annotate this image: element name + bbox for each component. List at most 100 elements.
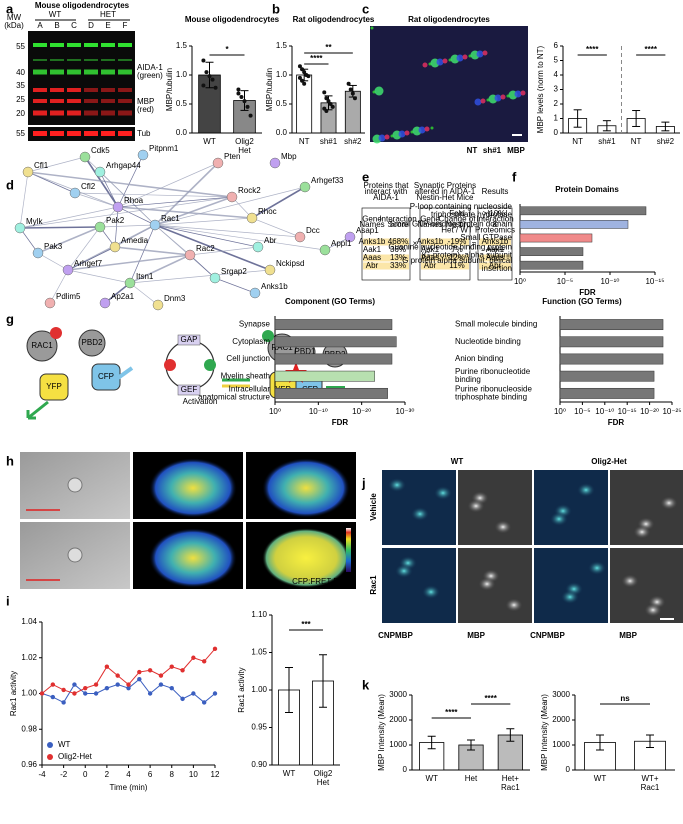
y-tick-label: 1.04 — [21, 617, 37, 626]
text-line: Het — [238, 146, 251, 155]
blot-band — [101, 131, 115, 136]
text-line: WT+ — [641, 774, 658, 783]
row-highlight — [479, 262, 511, 270]
data-point — [239, 95, 244, 100]
micrograph — [534, 470, 608, 545]
network-edge — [27, 156, 86, 173]
network-edge — [19, 206, 119, 229]
table-header: Interaction Score — [379, 214, 416, 229]
y-tick-label: Guanine nucleotide binding protein (G-pro… — [388, 243, 512, 260]
node-label: Rac2 — [196, 244, 215, 253]
network-edge — [67, 226, 101, 271]
text-line: Intracellular — [229, 385, 271, 394]
table-title: Results — [482, 187, 509, 196]
node-label: Srgap2 — [221, 267, 247, 276]
table-box — [361, 207, 411, 281]
data-point — [169, 685, 174, 691]
significance-label: **** — [310, 54, 323, 63]
x-tick-label: 10⁻¹⁵ — [618, 407, 637, 416]
x-tick-label: 10 — [189, 770, 198, 779]
bar — [519, 233, 593, 243]
lane-label: C — [71, 21, 77, 30]
text-line: Rac1 — [641, 783, 660, 792]
group-label: WT — [49, 10, 62, 19]
column-label: WT — [451, 457, 464, 466]
blot-title: Mouse oligodendrocytes — [35, 1, 130, 10]
data-point — [207, 74, 212, 79]
network-node — [246, 212, 258, 224]
mw-tick: 40 — [16, 68, 25, 77]
blot-band — [67, 99, 81, 103]
network-edge — [129, 269, 271, 284]
mw-tick: 35 — [16, 81, 25, 90]
bar — [274, 387, 388, 399]
image-title: Rat oligodendrocytes — [408, 15, 490, 24]
text-line: Proteins that — [364, 181, 410, 190]
blot-band — [50, 43, 64, 47]
bar — [274, 336, 397, 348]
blot-band — [118, 69, 132, 75]
data-point — [201, 659, 207, 664]
network-edge — [154, 217, 253, 226]
y-tick-label: 1.0 — [176, 70, 188, 79]
data-point — [297, 75, 302, 80]
scale-bar — [660, 618, 674, 620]
x-tick-label: 10⁻¹⁵ — [645, 277, 664, 286]
network-edge — [154, 224, 259, 248]
network-node — [94, 221, 106, 233]
network-edge — [67, 246, 116, 271]
network-node — [99, 297, 111, 309]
data-point — [212, 691, 218, 696]
network-node — [124, 277, 136, 289]
y-tick-label: 3 — [554, 85, 559, 94]
network-node — [137, 149, 149, 161]
data-point — [300, 78, 305, 83]
text-line: altered in AIDA-1 — [415, 187, 476, 196]
x-tick-label: 8 — [170, 770, 175, 779]
cell-body — [67, 547, 83, 563]
text-line: G protein alpha subunit, helical — [402, 256, 512, 265]
cell-image — [411, 507, 429, 521]
significance-label: ** — [325, 43, 332, 52]
network-node — [209, 272, 221, 284]
row-highlight — [363, 238, 409, 246]
band-label: AIDA-1 — [137, 63, 163, 72]
y-axis-label: MBP/tubulin — [265, 68, 274, 111]
bar — [519, 206, 647, 216]
text-line: Olig2 — [314, 769, 333, 778]
lane-label: D — [88, 21, 94, 30]
diagram-label: YFP — [46, 382, 62, 391]
data-point — [93, 682, 99, 687]
text-line: Het+ — [502, 774, 519, 783]
network-edge — [129, 224, 156, 284]
y-tick-label: 6 — [554, 41, 559, 50]
nucleotide — [50, 327, 62, 339]
channel-label: CNP — [530, 631, 548, 640]
blot-band — [33, 99, 47, 103]
x-tick-label: 10⁻²⁰ — [640, 407, 659, 416]
x-tick-label: 6 — [148, 770, 153, 779]
diagram-label: GAP — [181, 335, 198, 344]
node-label: Pak2 — [106, 216, 125, 225]
diagram-label: PBD2 — [82, 338, 103, 347]
blot-band — [33, 59, 47, 61]
blot-band — [67, 131, 81, 136]
data-point — [115, 682, 120, 687]
blot-band — [50, 88, 64, 92]
y-tick-label: 0 — [554, 128, 559, 137]
network-node — [69, 187, 81, 199]
panel-label: j — [361, 475, 366, 490]
data-point — [158, 682, 164, 687]
y-tick-label: 0.96 — [21, 760, 37, 769]
table-cell: Abr — [366, 261, 379, 270]
data-point — [83, 685, 88, 691]
text-line: triphosphate binding — [455, 393, 527, 402]
blot-band — [101, 69, 115, 75]
table-title: Synaptic Proteins altered in AIDA-1 Nestin… — [414, 181, 476, 202]
cell-dot — [404, 130, 410, 136]
cell-dot — [436, 58, 444, 66]
diagram-label: RAC1 — [271, 343, 293, 352]
chart-title: Function (GO Terms) — [542, 297, 622, 306]
data-point — [302, 81, 307, 86]
mw-label: MW — [7, 13, 22, 22]
